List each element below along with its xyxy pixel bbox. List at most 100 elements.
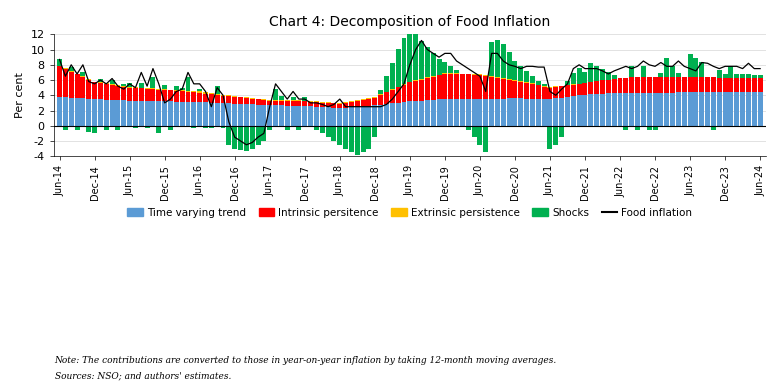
Bar [244, 97, 249, 98]
Bar [69, 72, 73, 98]
Bar [740, 78, 745, 92]
Bar [501, 98, 506, 126]
Bar [74, 74, 80, 98]
Bar [606, 93, 611, 126]
Bar [109, 100, 115, 126]
Bar [507, 52, 512, 79]
Bar [553, 87, 558, 98]
Bar [734, 74, 740, 78]
Bar [244, 104, 249, 126]
Bar [629, 66, 634, 77]
Bar [542, 86, 547, 87]
Bar [291, 101, 295, 106]
Bar [226, 103, 231, 126]
Bar [658, 73, 663, 77]
Bar [472, 75, 476, 99]
Bar [559, 126, 564, 137]
Bar [215, 86, 219, 94]
Bar [144, 88, 150, 89]
Bar [343, 103, 348, 108]
Bar [425, 47, 430, 77]
Bar [273, 101, 278, 105]
Bar [74, 126, 80, 129]
Bar [331, 103, 337, 108]
Bar [116, 86, 120, 100]
Bar [238, 97, 243, 104]
Bar [238, 104, 243, 126]
Bar [127, 87, 132, 88]
Bar [92, 99, 97, 126]
Bar [553, 86, 558, 87]
Bar [390, 89, 395, 90]
Bar [255, 98, 261, 99]
Bar [133, 87, 138, 88]
Bar [524, 71, 529, 82]
Bar [366, 126, 372, 149]
Bar [623, 78, 629, 93]
Bar [396, 49, 401, 87]
Bar [343, 126, 348, 149]
Bar [676, 92, 681, 126]
Bar [583, 83, 587, 95]
Bar [267, 126, 273, 129]
Bar [536, 81, 540, 85]
Bar [291, 106, 295, 126]
Bar [752, 78, 757, 92]
Bar [408, 25, 412, 82]
Bar [144, 126, 150, 128]
Bar [612, 79, 617, 93]
Bar [69, 98, 73, 126]
Bar [361, 106, 366, 126]
Bar [448, 66, 453, 73]
Bar [314, 126, 319, 129]
Bar [86, 99, 91, 126]
Bar [133, 126, 138, 128]
Bar [623, 93, 629, 126]
Bar [401, 84, 406, 85]
Bar [687, 54, 693, 77]
Bar [285, 106, 290, 126]
Bar [629, 77, 634, 93]
Bar [565, 81, 570, 85]
Bar [215, 103, 219, 126]
Bar [267, 100, 273, 101]
Bar [729, 78, 733, 92]
Bar [355, 100, 360, 101]
Bar [361, 100, 366, 106]
Bar [430, 100, 436, 126]
Bar [565, 85, 570, 97]
Bar [524, 83, 529, 98]
Bar [337, 104, 342, 108]
Bar [717, 92, 722, 126]
Bar [343, 102, 348, 103]
Bar [758, 92, 762, 126]
Bar [144, 89, 150, 101]
Bar [390, 103, 395, 126]
Bar [699, 92, 704, 126]
Bar [302, 97, 307, 101]
Bar [396, 87, 401, 103]
Bar [687, 77, 693, 92]
Bar [483, 75, 488, 76]
Bar [57, 59, 62, 65]
Bar [408, 82, 412, 101]
Bar [705, 77, 710, 92]
Bar [220, 95, 226, 103]
Bar [519, 66, 523, 81]
Bar [273, 105, 278, 126]
Bar [139, 83, 144, 88]
Bar [401, 85, 406, 102]
Bar [80, 98, 85, 126]
Bar [454, 70, 459, 74]
Bar [151, 89, 155, 101]
Bar [547, 88, 552, 99]
Bar [63, 69, 68, 97]
Bar [109, 85, 115, 100]
Bar [255, 126, 261, 145]
Bar [92, 82, 97, 99]
Bar [262, 100, 266, 105]
Bar [319, 107, 325, 126]
Bar [734, 92, 740, 126]
Bar [244, 98, 249, 104]
Bar [57, 97, 62, 126]
